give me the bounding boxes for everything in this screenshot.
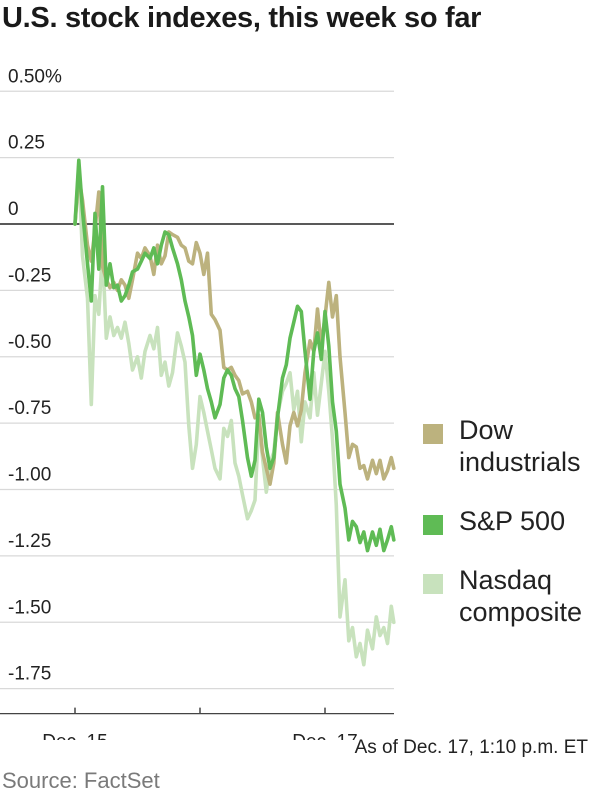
legend-item-sp500: S&P 500 — [423, 505, 600, 537]
line-chart: 0.50% 0.25 0 -0.25 -0.50 -0.75 -1.00 -1.25 -1.50… — [0, 66, 396, 740]
series-line-s-p-500 — [73, 158, 396, 553]
y-tick-label: 0.25 — [8, 133, 45, 154]
x-tick-label: Dec. 17 — [292, 732, 357, 740]
y-tick-label: -1.50 — [8, 597, 51, 618]
legend-swatch-sp500 — [423, 515, 443, 535]
y-tick-label: -1.75 — [8, 664, 51, 685]
series-line-nasdaq-composite — [73, 163, 396, 667]
source-note: Source: FactSet — [2, 768, 160, 793]
x-tick-label: Dec. 15 — [42, 732, 107, 740]
y-tick-label: 0.50% — [8, 66, 62, 87]
y-axis-ticks: 0.50% 0.25 0 -0.25 -0.50 -0.75 -1.00 -1.25 -1.50… — [8, 66, 62, 684]
legend-swatch-nasdaq — [423, 574, 443, 594]
x-axis: Dec. 15 Dec. 17 — [0, 707, 394, 740]
legend: Dow industrials S&P 500 Nasdaq composite — [423, 414, 600, 655]
as-of-note: As of Dec. 17, 1:10 p.m. ET — [354, 737, 588, 758]
series-lines — [73, 158, 396, 667]
legend-item-nasdaq: Nasdaq composite — [423, 564, 600, 628]
legend-label-sp500: S&P 500 — [459, 506, 566, 536]
gridlines — [0, 90, 394, 690]
chart-title: U.S. stock indexes, this week so far — [2, 2, 482, 34]
legend-swatch-dow — [423, 424, 443, 444]
y-tick-label: -0.75 — [8, 398, 51, 419]
y-tick-label: 0 — [8, 199, 19, 220]
y-tick-label: -1.25 — [8, 531, 51, 552]
y-tick-label: -0.25 — [8, 265, 51, 286]
legend-item-dow: Dow industrials — [423, 414, 600, 478]
legend-label-dow: Dow industrials — [459, 415, 581, 477]
y-tick-label: -1.00 — [8, 465, 51, 486]
legend-label-nasdaq: Nasdaq composite — [459, 565, 583, 627]
y-tick-label: -0.50 — [8, 332, 51, 353]
